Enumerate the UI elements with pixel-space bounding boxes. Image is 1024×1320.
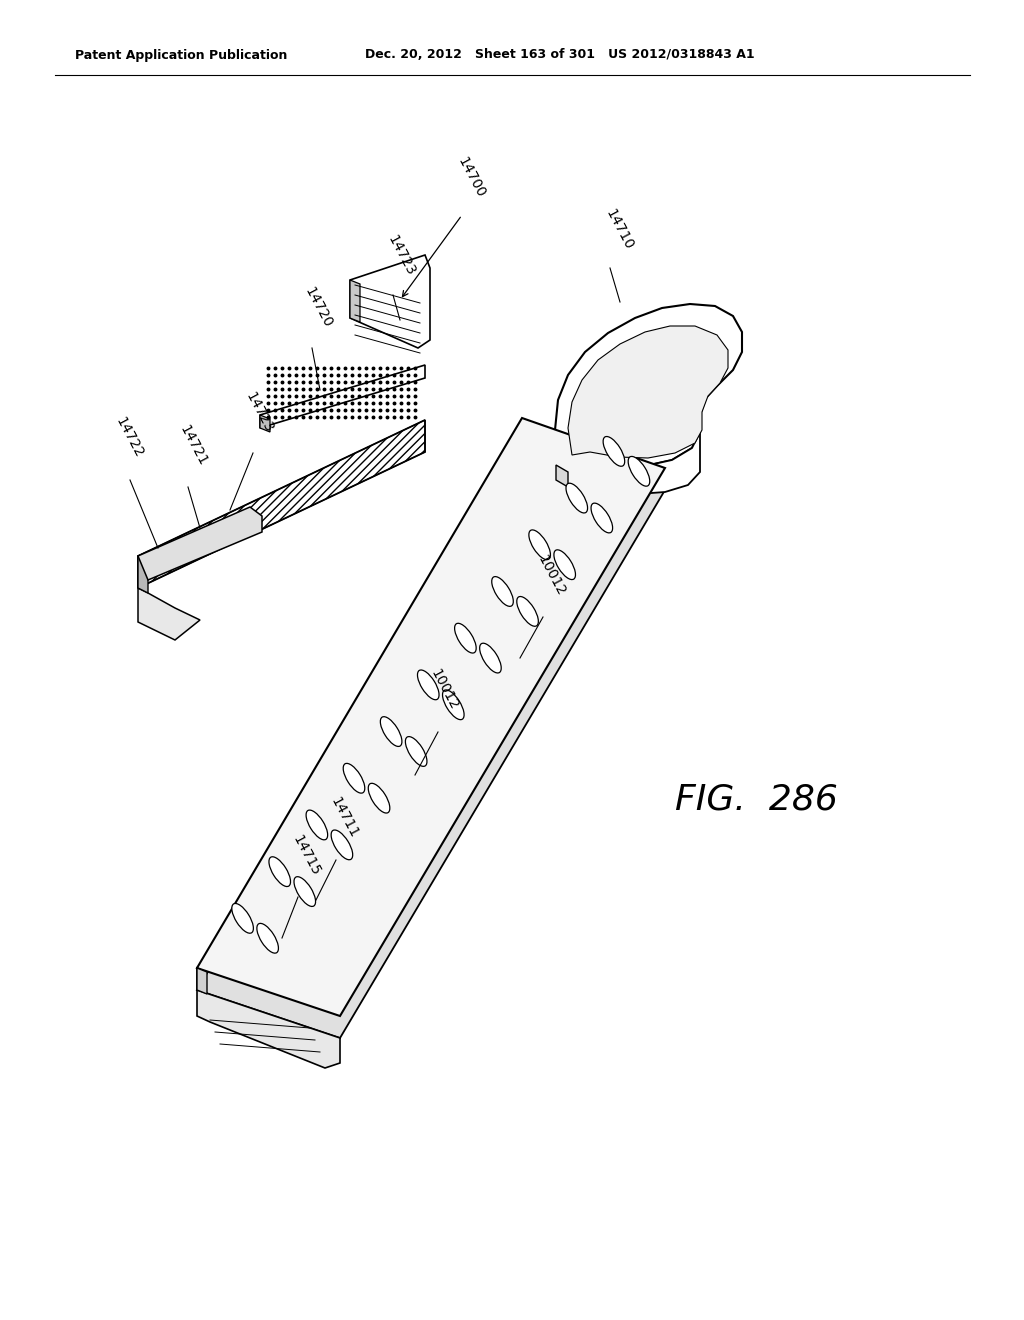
Text: 14710: 14710	[603, 206, 636, 252]
Text: FIG.  286: FIG. 286	[675, 783, 838, 817]
Polygon shape	[555, 432, 700, 494]
Polygon shape	[138, 420, 425, 587]
Text: 14715: 14715	[290, 833, 323, 878]
Text: 14711: 14711	[328, 795, 361, 840]
Text: 14723: 14723	[243, 389, 275, 436]
Ellipse shape	[306, 810, 328, 840]
Text: Patent Application Publication: Patent Application Publication	[75, 49, 288, 62]
Ellipse shape	[492, 577, 513, 606]
Ellipse shape	[257, 924, 279, 953]
Ellipse shape	[380, 717, 401, 746]
Polygon shape	[555, 304, 742, 466]
Polygon shape	[568, 326, 728, 458]
Ellipse shape	[566, 483, 588, 513]
Polygon shape	[197, 418, 665, 1016]
Ellipse shape	[603, 437, 625, 466]
Text: 14723: 14723	[385, 232, 418, 279]
Ellipse shape	[455, 623, 476, 653]
Ellipse shape	[406, 737, 427, 767]
Text: Dec. 20, 2012   Sheet 163 of 301   US 2012/0318843 A1: Dec. 20, 2012 Sheet 163 of 301 US 2012/0…	[365, 49, 755, 62]
Ellipse shape	[231, 903, 253, 933]
Polygon shape	[138, 587, 200, 640]
Polygon shape	[138, 556, 148, 593]
Text: 10012: 10012	[535, 553, 568, 598]
Polygon shape	[556, 465, 568, 487]
Ellipse shape	[628, 457, 650, 486]
Text: 14722: 14722	[113, 414, 146, 459]
Text: 14720: 14720	[302, 285, 335, 330]
Polygon shape	[197, 440, 665, 1038]
Ellipse shape	[442, 690, 464, 719]
Ellipse shape	[343, 763, 365, 793]
Ellipse shape	[528, 529, 551, 560]
Polygon shape	[197, 968, 340, 1038]
Ellipse shape	[331, 830, 352, 859]
Polygon shape	[260, 414, 270, 432]
Polygon shape	[350, 280, 360, 322]
Ellipse shape	[517, 597, 539, 626]
Text: 10012: 10012	[428, 667, 461, 711]
Polygon shape	[350, 255, 430, 348]
Ellipse shape	[369, 783, 390, 813]
Ellipse shape	[418, 671, 439, 700]
Ellipse shape	[591, 503, 612, 533]
Polygon shape	[260, 366, 425, 428]
Polygon shape	[197, 968, 207, 994]
Text: 14721: 14721	[177, 422, 210, 469]
Polygon shape	[197, 990, 340, 1068]
Ellipse shape	[269, 857, 291, 887]
Ellipse shape	[554, 550, 575, 579]
Polygon shape	[138, 507, 262, 579]
Ellipse shape	[479, 643, 501, 673]
Ellipse shape	[294, 876, 315, 907]
Text: 14700: 14700	[455, 154, 488, 201]
